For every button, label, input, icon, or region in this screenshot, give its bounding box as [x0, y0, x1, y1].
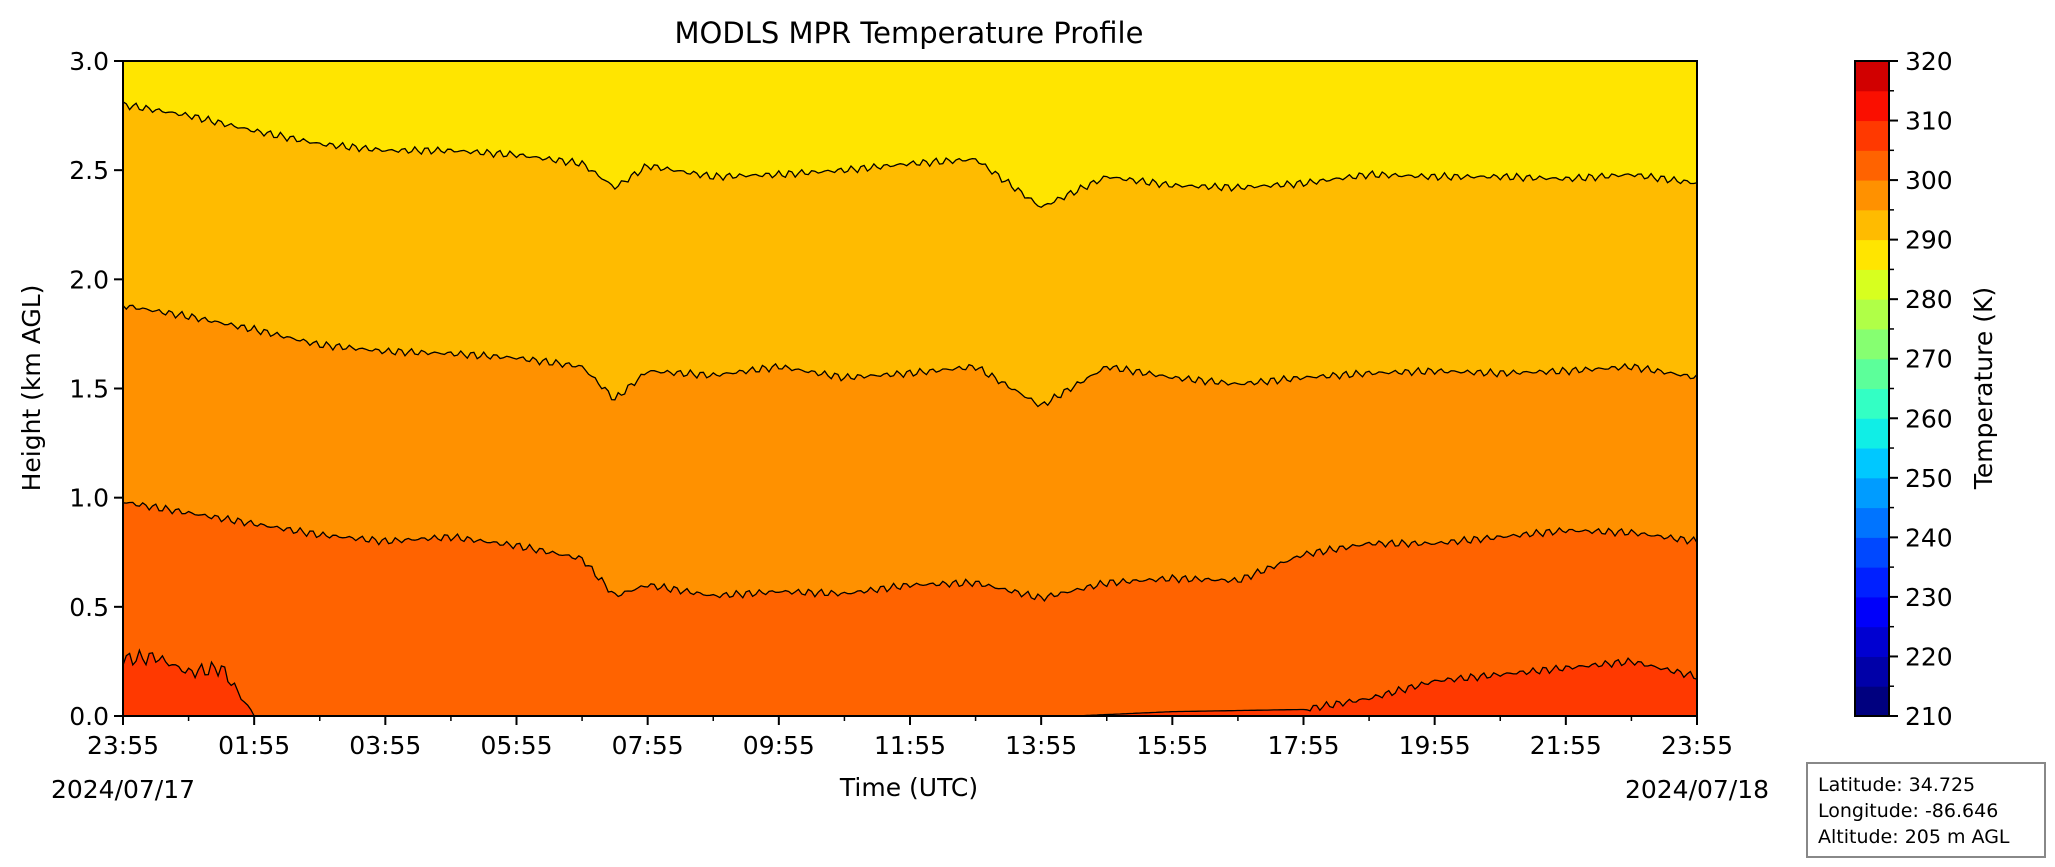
- y-tick-label: 1.0: [69, 484, 109, 513]
- altitude-text: Altitude: 205 m AGL: [1818, 826, 2010, 848]
- colorbar-segment: [1855, 537, 1889, 568]
- colorbar-segment: [1855, 269, 1889, 300]
- colorbar-tick-label: 260: [1905, 404, 1953, 433]
- latitude-text: Latitude: 34.725: [1818, 774, 1976, 796]
- y-tick-label: 0.5: [69, 593, 109, 622]
- y-tick-label: 0.0: [69, 702, 109, 731]
- colorbar-segment: [1855, 686, 1889, 717]
- colorbar-segment: [1855, 61, 1889, 92]
- colorbar-segment: [1855, 448, 1889, 479]
- colorbar-tick-label: 290: [1905, 226, 1953, 255]
- colorbar-tick-label: 230: [1905, 583, 1953, 612]
- colorbar-tick-label: 270: [1905, 345, 1953, 374]
- colorbar-segment: [1855, 120, 1889, 151]
- contour-band-290-295: [123, 61, 1697, 208]
- colorbar-segment: [1855, 656, 1889, 687]
- colorbar-tick-label: 220: [1905, 642, 1953, 671]
- colorbar-segment: [1855, 507, 1889, 538]
- colorbar-tick-label: 250: [1905, 464, 1953, 493]
- x-tick-label: 01:55: [218, 731, 290, 760]
- colorbar-tick-label: 300: [1905, 166, 1953, 195]
- colorbar-segment: [1855, 328, 1889, 360]
- y-tick-label: 3.0: [69, 47, 109, 76]
- contour-line-upper: [122, 304, 1698, 408]
- x-tick-label: 07:55: [612, 731, 684, 760]
- x-tick-label: 05:55: [480, 731, 552, 760]
- x-tick-label: 23:55: [87, 731, 159, 760]
- station-info-box: Latitude: 34.725 Longitude: -86.646 Alti…: [1806, 762, 2046, 858]
- colorbar-segment: [1855, 358, 1889, 389]
- x-tick-label: 23:55: [1661, 731, 1733, 760]
- colorbar-segment: [1855, 477, 1889, 509]
- contour-band-295-300: [123, 101, 1697, 407]
- colorbar-segment: [1855, 626, 1889, 657]
- x-tick-label: 15:55: [1136, 731, 1208, 760]
- x-tick-label: 21:55: [1530, 731, 1602, 760]
- colorbar-tick-label: 310: [1905, 107, 1953, 136]
- contour-line-lower-right: [1073, 657, 1698, 717]
- contour-band-300-305: [123, 305, 1697, 601]
- x-start-date: 2024/07/17: [51, 775, 195, 804]
- x-axis-label: Time (UTC): [839, 773, 978, 802]
- colorbar-segment: [1855, 209, 1889, 241]
- longitude-text: Longitude: -86.646: [1818, 800, 1999, 822]
- chart-title: MODLS MPR Temperature Profile: [675, 16, 1144, 50]
- colorbar-label: Temperature (K): [1969, 287, 1998, 490]
- x-end-date: 2024/07/18: [1625, 775, 1769, 804]
- x-tick-label: 17:55: [1267, 731, 1339, 760]
- colorbar-tick-label: 240: [1905, 523, 1953, 552]
- colorbar-segment: [1855, 388, 1889, 419]
- colorbar-tick-label: 210: [1905, 702, 1953, 731]
- contour-line-middle: [122, 501, 1698, 602]
- colorbar-segment: [1855, 418, 1889, 449]
- colorbar-segment: [1855, 239, 1889, 270]
- x-tick-label: 13:55: [1005, 731, 1077, 760]
- contour-line-top: [122, 101, 1698, 209]
- colorbar-segment: [1855, 596, 1889, 628]
- y-tick-label: 2.0: [69, 265, 109, 294]
- contour-band-310-315: [123, 650, 1697, 716]
- x-tick-label: 19:55: [1399, 731, 1471, 760]
- x-tick-label: 11:55: [874, 731, 946, 760]
- colorbar-segment: [1855, 180, 1889, 211]
- colorbar-segment: [1855, 299, 1889, 330]
- y-tick-label: 2.5: [69, 156, 109, 185]
- y-tick-label: 1.5: [69, 375, 109, 404]
- colorbar-tick-label: 280: [1905, 285, 1953, 314]
- x-tick-label: 09:55: [743, 731, 815, 760]
- colorbar-segment: [1855, 150, 1889, 181]
- colorbar-tick-label: 320: [1905, 47, 1953, 76]
- colorbar-segment: [1855, 90, 1889, 122]
- colorbar-segment: [1855, 567, 1889, 598]
- y-axis-label: Height (km AGL): [17, 285, 46, 492]
- x-tick-label: 03:55: [349, 731, 421, 760]
